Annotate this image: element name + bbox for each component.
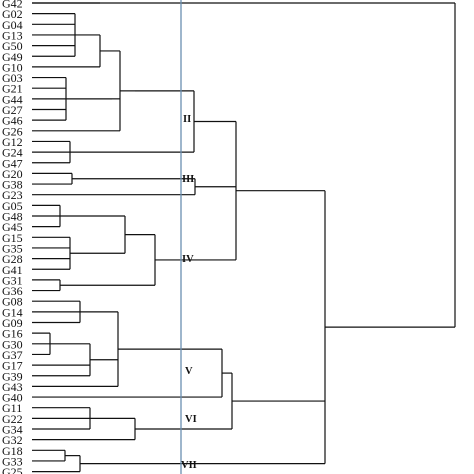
leaf-label-g14: G14 <box>2 305 23 319</box>
leaf-label-g17: G17 <box>2 359 23 373</box>
cluster-label-ii: II <box>183 114 191 125</box>
leaf-label-g03: G03 <box>2 71 23 85</box>
leaf-label-g44: G44 <box>2 92 23 106</box>
leaf-label-g18: G18 <box>2 444 23 458</box>
leaf-label-g12: G12 <box>2 135 23 149</box>
leaf-label-g15: G15 <box>2 231 23 245</box>
leaf-label-g43: G43 <box>2 380 23 394</box>
cluster-label-iii: III <box>182 174 194 185</box>
leaf-label-g05: G05 <box>2 199 23 213</box>
leaf-label-g10: G10 <box>2 60 23 74</box>
leaf-label-g21: G21 <box>2 82 23 96</box>
leaf-label-g08: G08 <box>2 295 23 309</box>
leaf-label-g34: G34 <box>2 423 23 437</box>
leaf-label-g24: G24 <box>2 146 23 160</box>
leaf-label-g20: G20 <box>2 167 23 181</box>
leaf-label-g09: G09 <box>2 316 23 330</box>
leaf-label-g47: G47 <box>2 156 23 170</box>
leaf-label-g33: G33 <box>2 454 23 468</box>
cluster-label-v: V <box>185 366 193 377</box>
leaf-label-g11: G11 <box>2 401 22 415</box>
leaf-label-g25: G25 <box>2 465 23 474</box>
leaf-label-g16: G16 <box>2 327 23 341</box>
leaf-label-g30: G30 <box>2 337 23 351</box>
leaf-label-g40: G40 <box>2 391 23 405</box>
leaf-label-g22: G22 <box>2 412 23 426</box>
dendrogram-branches <box>32 2 456 473</box>
leaf-label-g27: G27 <box>2 103 23 117</box>
leaf-label-g04: G04 <box>2 18 23 32</box>
leaf-label-g02: G02 <box>2 7 23 21</box>
cluster-label-vi: VI <box>185 414 197 425</box>
leaf-label-g37: G37 <box>2 348 23 362</box>
leaf-label-g46: G46 <box>2 114 23 128</box>
leaf-labels: G42G02G04G13G50G49G10G03G21G44G27G46G26G… <box>2 0 23 474</box>
cluster-label-iv: IV <box>182 254 194 265</box>
cluster-label-vii: VII <box>181 460 197 471</box>
leaf-label-g23: G23 <box>2 188 23 202</box>
leaf-label-g48: G48 <box>2 210 23 224</box>
leaf-label-g13: G13 <box>2 28 23 42</box>
leaf-label-g39: G39 <box>2 369 23 383</box>
leaf-label-g28: G28 <box>2 252 23 266</box>
leaf-label-g49: G49 <box>2 50 23 64</box>
leaf-label-g36: G36 <box>2 284 23 298</box>
leaf-label-g26: G26 <box>2 124 23 138</box>
leaf-label-g35: G35 <box>2 241 23 255</box>
leaf-label-g50: G50 <box>2 39 23 53</box>
leaf-label-g45: G45 <box>2 220 23 234</box>
leaf-label-g41: G41 <box>2 263 23 277</box>
leaf-label-g31: G31 <box>2 273 23 287</box>
leaf-label-g42: G42 <box>2 0 23 11</box>
leaf-label-g38: G38 <box>2 178 23 192</box>
leaf-label-g32: G32 <box>2 433 23 447</box>
